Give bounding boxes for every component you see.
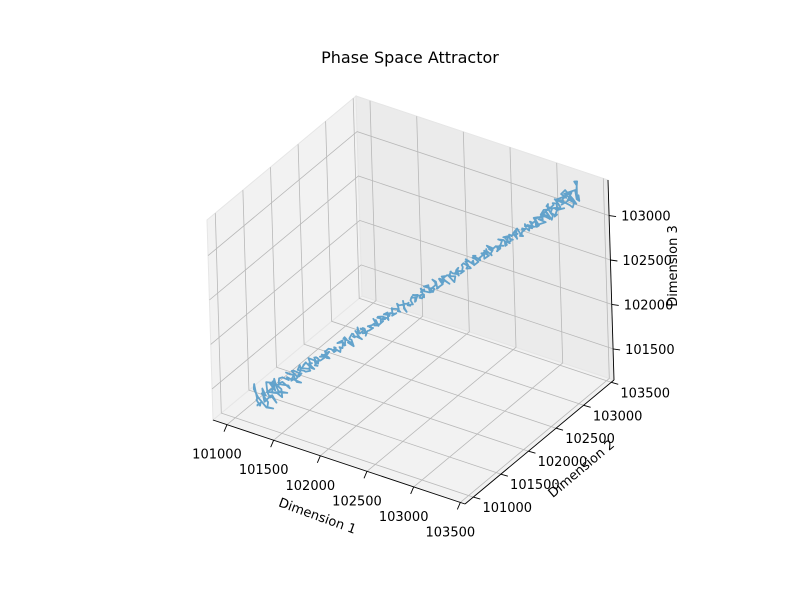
z-tick — [609, 215, 617, 218]
z-tick — [610, 259, 618, 262]
x-gridline — [226, 100, 377, 426]
x-gridline — [460, 178, 610, 503]
gridlines — [207, 98, 614, 503]
x-gridline — [273, 116, 424, 441]
y-tick — [583, 404, 591, 408]
z-axis-label: Dimension 3 — [666, 225, 681, 307]
z-gridline — [209, 175, 611, 301]
x-tick-label: 101500 — [239, 463, 289, 478]
y-tick-label: 102000 — [538, 455, 588, 470]
x-axis-line — [212, 419, 466, 505]
x-tick-label: 103000 — [379, 510, 429, 525]
x-gridline — [413, 162, 564, 488]
tick-labels: 1010001015001020001025001030001035001010… — [192, 210, 675, 541]
y-tick — [473, 496, 481, 500]
x-gridline — [320, 131, 470, 457]
z-tick — [613, 348, 621, 351]
y-tick-label: 101000 — [482, 501, 532, 516]
z-tick-label: 101500 — [625, 343, 675, 358]
y-tick-label: 102500 — [565, 432, 615, 447]
y-tick — [500, 473, 508, 477]
z-tick — [611, 303, 619, 306]
y-tick-label: 103500 — [620, 386, 670, 401]
z-axis-line — [607, 179, 615, 381]
axis-lines — [212, 179, 615, 505]
y-axis-line — [464, 379, 615, 505]
x-tick-label: 103500 — [426, 525, 476, 540]
x-tick-label: 102500 — [332, 494, 382, 509]
y-gridline — [242, 190, 502, 475]
y-tick-label: 103000 — [593, 409, 643, 424]
x-tick — [410, 486, 415, 495]
y-tick — [528, 450, 536, 454]
z-tick-label: 102500 — [622, 254, 672, 269]
y-tick — [555, 427, 564, 431]
z-gridline — [210, 219, 612, 345]
y-gridline — [214, 213, 474, 498]
z-tick-label: 102000 — [624, 298, 674, 313]
data-series — [252, 180, 581, 410]
chart-title: Phase Space Attractor — [321, 48, 499, 67]
x-tick — [316, 455, 321, 463]
y-gridline — [352, 98, 612, 383]
y-gridline — [325, 121, 584, 406]
tick-marks — [223, 215, 621, 510]
x-tick-label: 102000 — [286, 479, 336, 494]
axis-panes — [206, 94, 616, 505]
y-gridline — [297, 144, 557, 429]
x-tick — [223, 424, 228, 432]
x-tick — [456, 502, 461, 510]
y-tick-label: 101500 — [510, 478, 560, 493]
z-gridline — [207, 131, 610, 256]
y-gridline — [270, 167, 529, 452]
z-tick-label: 103000 — [621, 210, 671, 225]
trajectory-line — [252, 180, 581, 410]
x-tick-label: 101000 — [192, 448, 242, 463]
x-tick — [363, 471, 368, 479]
x-tick — [270, 440, 275, 448]
x-gridline — [366, 147, 517, 472]
y-tick — [611, 381, 619, 385]
z-gridline — [211, 264, 614, 390]
